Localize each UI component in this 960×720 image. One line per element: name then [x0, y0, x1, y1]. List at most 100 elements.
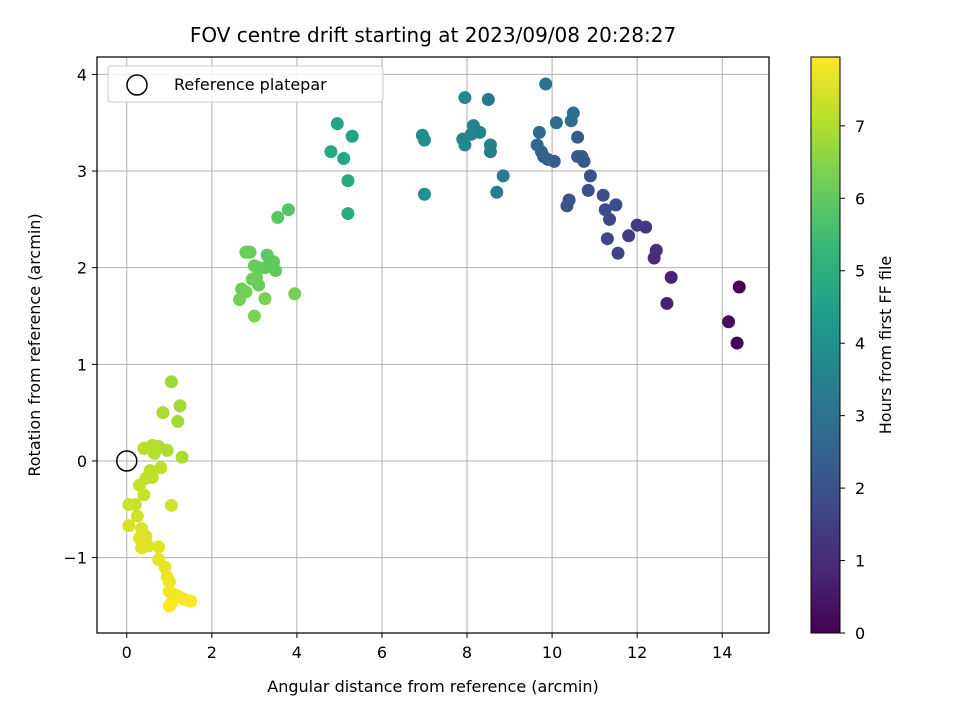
data-point	[530, 138, 544, 152]
data-point	[722, 315, 736, 329]
data-point	[481, 93, 495, 107]
data-point	[137, 441, 151, 455]
data-point	[732, 280, 746, 294]
data-point	[598, 203, 612, 217]
colorbar-tick-label: 1	[855, 552, 865, 571]
data-point	[417, 133, 431, 147]
colorbar-tick-label: 5	[855, 262, 865, 281]
data-point	[600, 232, 614, 246]
colorbar-tick-label: 3	[855, 407, 865, 426]
x-axis-ticks: 0 2 4 6 8 10 12 14	[122, 633, 732, 662]
data-point	[158, 560, 172, 574]
data-point	[145, 470, 159, 484]
x-tick-label: 0	[122, 643, 132, 662]
data-point	[571, 130, 585, 144]
colorbar-ticks: 0 1 2 3 4 5 6 7	[840, 117, 865, 643]
colorbar-tick-label: 2	[855, 479, 865, 498]
data-point	[575, 150, 589, 164]
x-tick-label: 12	[627, 643, 647, 662]
data-point	[258, 292, 272, 306]
colorbar-tick-label: 6	[855, 189, 865, 208]
data-point	[247, 259, 261, 273]
data-point	[341, 207, 355, 221]
data-point	[171, 414, 185, 428]
reference-platepar-marker	[116, 450, 138, 472]
data-point	[583, 169, 597, 183]
data-point	[730, 336, 744, 350]
colorbar: 0 1 2 3 4 5 6 7 Hours from first FF file	[810, 56, 895, 643]
data-point	[152, 540, 166, 554]
y-tick-label: 0	[77, 452, 87, 471]
legend-label: Reference platepar	[174, 75, 327, 94]
data-point	[324, 145, 338, 159]
plot-frame	[96, 56, 770, 634]
x-tick-label: 10	[542, 643, 562, 662]
data-point	[281, 203, 295, 217]
data-point	[271, 210, 285, 224]
data-point	[458, 91, 472, 105]
data-point	[175, 450, 189, 464]
data-point	[660, 296, 674, 310]
data-point	[341, 174, 355, 188]
data-point	[630, 218, 644, 232]
data-point	[539, 77, 553, 91]
data-point	[483, 138, 497, 152]
data-point	[288, 287, 302, 301]
data-point	[135, 541, 149, 555]
data-point	[562, 193, 576, 207]
y-tick-label: 3	[77, 162, 87, 181]
data-point	[247, 309, 261, 323]
colorbar-tick-label: 0	[855, 624, 865, 643]
y-axis-label: Rotation from reference (arcmin)	[25, 213, 44, 476]
data-point	[549, 116, 563, 130]
data-points	[122, 77, 746, 613]
colorbar-label: Hours from first FF file	[876, 256, 895, 435]
data-point	[622, 229, 636, 243]
data-point	[162, 599, 176, 613]
data-point	[164, 375, 178, 389]
data-point	[147, 446, 161, 460]
data-point	[130, 509, 144, 523]
data-point	[458, 138, 472, 152]
data-point	[490, 185, 504, 199]
data-point	[649, 243, 663, 257]
legend-box	[107, 65, 384, 103]
legend-open-circle-marker	[126, 74, 148, 96]
data-point	[566, 106, 580, 120]
colorbar-gradient	[810, 56, 841, 634]
data-point	[609, 198, 623, 212]
colorbar-tick-label: 7	[855, 117, 865, 136]
data-point	[664, 270, 678, 284]
data-point	[243, 245, 257, 259]
data-point	[173, 399, 187, 413]
data-point	[596, 188, 610, 202]
y-tick-label: 1	[77, 355, 87, 374]
data-point	[496, 169, 510, 183]
data-point	[133, 531, 147, 545]
x-axis-label: Angular distance from reference (arcmin)	[267, 677, 598, 696]
data-point	[337, 151, 351, 165]
y-tick-label: −1	[63, 549, 87, 568]
x-tick-label: 6	[377, 643, 387, 662]
data-point	[345, 129, 359, 143]
legend: Reference platepar	[107, 65, 384, 103]
data-point	[154, 461, 168, 475]
x-tick-label: 14	[712, 643, 732, 662]
colorbar-tick-label: 4	[855, 334, 865, 353]
data-point	[137, 488, 151, 502]
data-point	[581, 183, 595, 197]
data-point	[156, 406, 170, 420]
data-point	[122, 497, 136, 511]
data-point	[232, 293, 246, 307]
x-tick-label: 8	[462, 643, 472, 662]
data-point	[162, 575, 176, 589]
data-point	[164, 498, 178, 512]
grid-lines	[97, 57, 769, 633]
data-point	[532, 125, 546, 139]
data-point	[122, 519, 136, 533]
chart-title: FOV centre drift starting at 2023/09/08 …	[190, 23, 676, 47]
x-tick-label: 4	[292, 643, 302, 662]
data-point	[245, 272, 259, 286]
